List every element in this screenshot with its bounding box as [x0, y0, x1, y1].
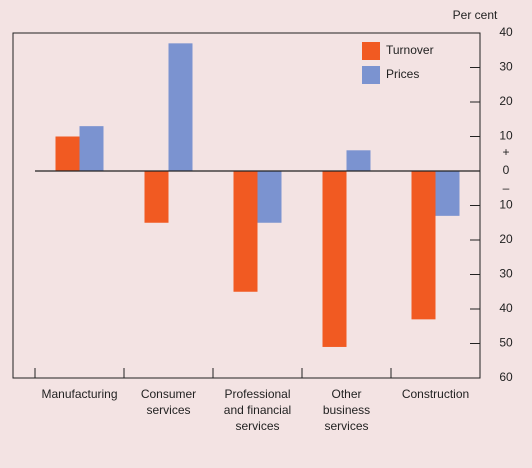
y-tick-label: 0	[503, 163, 510, 177]
bar	[411, 171, 436, 320]
y-tick-label: 10	[499, 198, 513, 212]
y-tick-label: 30	[499, 60, 513, 74]
x-tick-label: Manufacturing	[41, 387, 117, 401]
x-tick-label: Construction	[402, 387, 469, 401]
legend-label: Turnover	[386, 43, 434, 57]
y-sign-label: –	[503, 181, 510, 195]
legend-swatch	[362, 66, 380, 84]
y-tick-label: 10	[499, 129, 513, 143]
y-tick-label: 40	[499, 301, 513, 315]
y-tick-label: 30	[499, 267, 513, 281]
y-tick-label: 20	[499, 94, 513, 108]
legend-swatch	[362, 42, 380, 60]
y-tick-label: 40	[499, 25, 513, 39]
y-tick-label: 20	[499, 232, 513, 246]
bar	[233, 171, 258, 292]
bar	[55, 136, 80, 171]
y-sign-label: +	[502, 145, 509, 159]
unit-label: Per cent	[453, 8, 498, 22]
bar	[144, 171, 169, 223]
y-tick-label: 60	[499, 370, 513, 384]
legend-label: Prices	[386, 67, 419, 81]
x-tick-label: Consumer services	[141, 387, 196, 417]
y-tick-label: 50	[499, 336, 513, 350]
bar	[322, 171, 347, 347]
x-tick-label: Professional and financial services	[224, 387, 291, 433]
bar	[435, 171, 460, 216]
x-tick-label: Other business services	[323, 387, 370, 433]
bar	[168, 43, 193, 171]
bar	[346, 150, 371, 171]
bar	[257, 171, 282, 223]
bar	[79, 126, 104, 171]
